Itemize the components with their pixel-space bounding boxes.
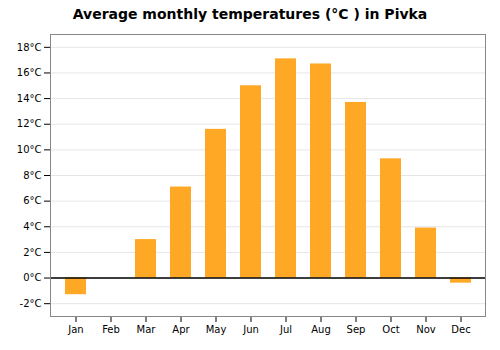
svg-text:Jul: Jul: [279, 324, 292, 335]
svg-text:18°C: 18°C: [17, 42, 42, 53]
svg-text:Feb: Feb: [102, 324, 120, 335]
svg-text:-2°C: -2°C: [20, 298, 42, 309]
svg-text:Mar: Mar: [137, 324, 157, 335]
svg-text:6°C: 6°C: [23, 195, 41, 206]
svg-text:14°C: 14°C: [17, 93, 42, 104]
svg-text:Aug: Aug: [311, 324, 331, 335]
svg-text:Nov: Nov: [416, 324, 436, 335]
svg-text:Apr: Apr: [172, 324, 190, 335]
svg-text:Jan: Jan: [67, 324, 83, 335]
svg-text:Oct: Oct: [382, 324, 399, 335]
svg-text:Dec: Dec: [451, 324, 470, 335]
svg-text:Jun: Jun: [242, 324, 259, 335]
svg-text:4°C: 4°C: [23, 221, 41, 232]
svg-text:May: May: [206, 324, 227, 335]
svg-text:Sep: Sep: [347, 324, 366, 335]
svg-text:8°C: 8°C: [23, 170, 41, 181]
svg-text:12°C: 12°C: [17, 118, 42, 129]
svg-text:2°C: 2°C: [23, 247, 41, 258]
svg-text:0°C: 0°C: [23, 272, 41, 283]
html-text:Average monthly temperatures (: Average monthly temperatures (°C ) in Pi…: [72, 6, 428, 22]
svg-text:10°C: 10°C: [17, 144, 42, 155]
svg-text:16°C: 16°C: [17, 67, 42, 78]
